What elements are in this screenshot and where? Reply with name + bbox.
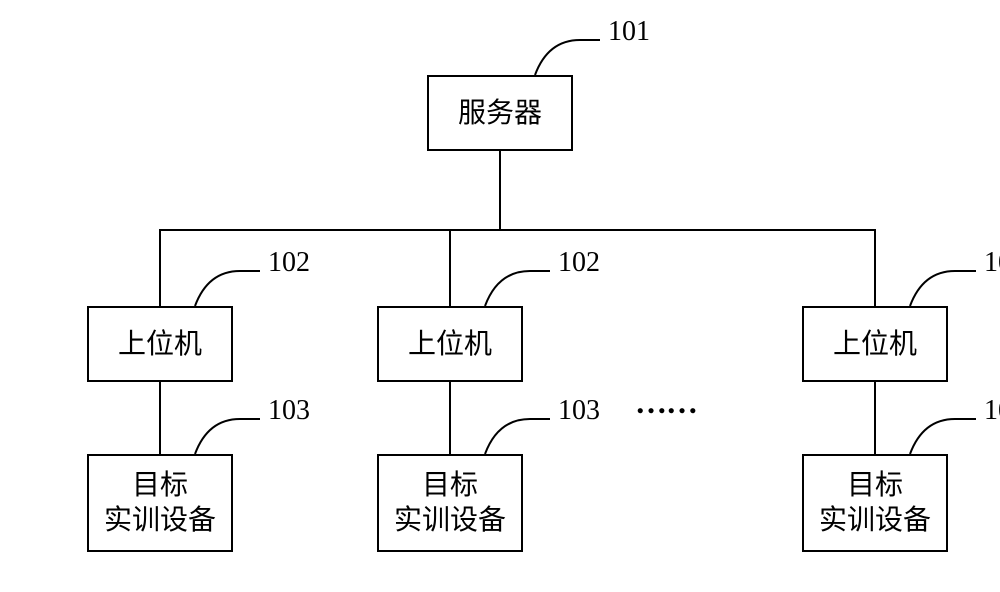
callout-label-dev_a: 103 xyxy=(268,395,310,427)
callout-line xyxy=(910,419,976,454)
callout-line xyxy=(485,271,550,306)
node-label: 目标 实训设备 xyxy=(394,468,506,538)
callout-label-host_b: 102 xyxy=(558,247,600,279)
node-server: 服务器 xyxy=(427,75,573,151)
node-label: 服务器 xyxy=(458,96,542,131)
ellipsis: …… xyxy=(635,384,697,421)
node-dev_a: 目标 实训设备 xyxy=(87,454,233,552)
node-host_a: 上位机 xyxy=(87,306,233,382)
callout-label-server: 101 xyxy=(608,16,650,48)
callout-line xyxy=(485,419,550,454)
connector xyxy=(500,151,875,306)
callout-label-dev_b: 103 xyxy=(558,395,600,427)
callout-label-host_a: 102 xyxy=(268,247,310,279)
node-label: 目标 实训设备 xyxy=(104,468,216,538)
callout-label-dev_c: 103 xyxy=(984,395,1000,427)
callout-line xyxy=(910,271,976,306)
node-label: 目标 实训设备 xyxy=(819,468,931,538)
node-host_c: 上位机 xyxy=(802,306,948,382)
node-label: 上位机 xyxy=(408,327,492,362)
node-dev_c: 目标 实训设备 xyxy=(802,454,948,552)
callout-label-host_c: 102 xyxy=(984,247,1000,279)
node-dev_b: 目标 实训设备 xyxy=(377,454,523,552)
node-label: 上位机 xyxy=(118,327,202,362)
node-host_b: 上位机 xyxy=(377,306,523,382)
connector xyxy=(450,151,500,306)
callout-line xyxy=(195,271,260,306)
callout-line xyxy=(535,40,600,75)
callout-line xyxy=(195,419,260,454)
node-label: 上位机 xyxy=(833,327,917,362)
